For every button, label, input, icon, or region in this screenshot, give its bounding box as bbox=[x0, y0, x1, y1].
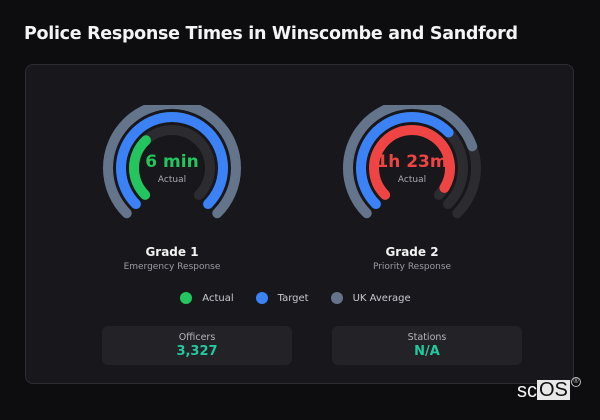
stat-label: Stations bbox=[407, 332, 447, 343]
radial-chart-grade-2 bbox=[343, 105, 481, 219]
actual-label: Actual bbox=[157, 175, 187, 185]
grade-description: Emergency Response bbox=[123, 262, 221, 272]
actual-label: Actual bbox=[397, 175, 427, 185]
radial-chart-grade-1 bbox=[103, 105, 241, 219]
stat-value: 3,327 bbox=[176, 344, 218, 359]
brand-highlight: OS bbox=[537, 379, 570, 401]
arc-target bbox=[356, 112, 454, 210]
legend-dot-icon bbox=[255, 292, 268, 304]
page-title: Police Response Times in Winscombe and S… bbox=[24, 24, 518, 44]
legend-dot-icon bbox=[330, 292, 343, 304]
stat-officers: Officers 3,327 bbox=[102, 326, 292, 365]
legend-item-target[interactable]: Target bbox=[255, 292, 309, 304]
legend-label: UK Average bbox=[352, 292, 411, 304]
legend-item-uk-average[interactable]: UK Average bbox=[330, 292, 411, 304]
stat-stations: Stations N/A bbox=[332, 326, 522, 365]
grade-description: Priority Response bbox=[372, 262, 452, 272]
actual-value: 6 min bbox=[145, 152, 199, 172]
legend-item-actual[interactable]: Actual bbox=[180, 292, 234, 304]
legend-label: Actual bbox=[202, 292, 234, 304]
arc-uk-average bbox=[103, 105, 241, 219]
actual-value: 1h 23m bbox=[376, 152, 448, 172]
brand-logo: sc OS ® bbox=[517, 377, 581, 403]
legend-dot-icon bbox=[180, 292, 193, 304]
grade-title: Grade 2 bbox=[385, 245, 439, 259]
legend-label: Target bbox=[277, 292, 309, 304]
arc-actual bbox=[369, 125, 455, 200]
stat-label: Officers bbox=[178, 332, 216, 343]
arc-target bbox=[116, 112, 228, 210]
grade-title: Grade 1 bbox=[145, 245, 199, 259]
registered-mark-icon: ® bbox=[570, 377, 581, 387]
brand-prefix: sc bbox=[517, 380, 537, 402]
chart-card: 6 min Actual Grade 1 Emergency Response … bbox=[25, 64, 574, 384]
chart-legend: Actual Target UK Average bbox=[26, 292, 575, 304]
stat-value: N/A bbox=[414, 344, 440, 359]
arc-uk-average bbox=[343, 105, 478, 219]
arc-actual bbox=[129, 135, 151, 200]
